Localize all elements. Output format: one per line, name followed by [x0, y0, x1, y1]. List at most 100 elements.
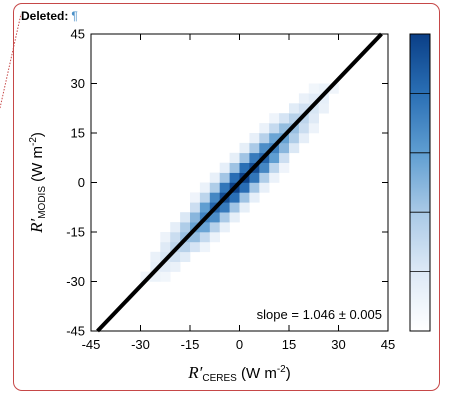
- heatmap-cell: [229, 172, 240, 183]
- y-tick-label: 45: [71, 27, 85, 42]
- x-tick-label: -15: [181, 337, 200, 352]
- heatmap-cell: [318, 83, 329, 94]
- heatmap-cell: [219, 172, 230, 183]
- heatmap-cell: [318, 93, 329, 104]
- deleted-annotation: Deleted: ¶: [21, 9, 78, 23]
- deleted-label: Deleted:: [21, 9, 69, 23]
- heatmap-cell: [199, 192, 211, 203]
- heatmap-cell: [239, 152, 250, 163]
- y-axis-symbol: R′: [27, 219, 46, 234]
- comment-balloon[interactable]: [13, 3, 440, 391]
- heatmap-cell: [219, 222, 230, 233]
- heatmap-cell: [239, 182, 250, 193]
- heatmap-cell: [219, 202, 230, 213]
- heatmap-cell: [199, 241, 211, 253]
- heatmap-cell: [160, 261, 171, 272]
- heatmap-cell: [209, 212, 220, 223]
- heatmap-cell: [170, 251, 181, 262]
- heatmap-cell: [170, 222, 181, 233]
- heatmap-cell: [209, 192, 220, 203]
- heatmap-cell: [199, 182, 211, 193]
- regression-line: [96, 32, 383, 333]
- axis-ticks: -45 -30 -15 0 15 30 45 -45 -30 -15 0 15 30 45: [66, 27, 395, 353]
- heatmap-cell: [180, 222, 191, 233]
- heatmap-cell: [318, 103, 329, 114]
- heatmap-cell: [140, 271, 151, 282]
- heatmap-cell: [279, 113, 290, 124]
- y-tick-label: -15: [66, 225, 85, 240]
- x-axis-label: R′CERES (W m-2): [187, 363, 290, 384]
- x-axis-subscript: CERES: [202, 373, 237, 384]
- heatmap-cell: [180, 212, 191, 223]
- y-tick-label: -30: [66, 274, 85, 289]
- heatmap-cell: [289, 142, 300, 154]
- x-tick-label: -30: [131, 337, 150, 352]
- heatmap-cell: [289, 103, 300, 114]
- x-tick-label: 0: [236, 337, 243, 352]
- heatmap-cell: [259, 123, 270, 134]
- heatmap-cell: [259, 182, 270, 193]
- heatmap-cell: [249, 172, 260, 183]
- heatmap-cell: [308, 83, 319, 94]
- heatmap-cell: [150, 271, 161, 282]
- heatmap-cell: [239, 192, 250, 203]
- heatmap-cell: [259, 162, 270, 173]
- heatmap-cell: [279, 123, 290, 134]
- heatmap-cell: [209, 232, 220, 243]
- heatmap-cell: [298, 103, 310, 114]
- heatmap-cell: [279, 152, 290, 163]
- heatmap-cell: [229, 202, 240, 213]
- heatmap-cell: [199, 202, 211, 213]
- heatmap-cell: [170, 261, 181, 272]
- slope-annotation: slope = 1.046 ± 0.005: [257, 307, 382, 322]
- colorbar: [409, 33, 431, 332]
- x-tick-label: 15: [282, 337, 296, 352]
- heatmap-cell: [308, 93, 319, 104]
- heatmap-cell: [229, 192, 240, 203]
- heatmap-cell: [259, 142, 270, 154]
- heatmap-cell: [298, 123, 310, 134]
- y-axis-label: R′MODIS (W m-2): [27, 132, 48, 234]
- heatmap-cell: [298, 93, 310, 104]
- heatmap-cell: [269, 172, 280, 183]
- heatmap-cell: [160, 232, 171, 243]
- heatmap-cell: [239, 162, 250, 173]
- heatmap-cell: [229, 162, 240, 173]
- heatmap-cell: [269, 162, 280, 173]
- x-axis-units: (W m: [237, 365, 277, 382]
- heatmap-cell: [298, 133, 310, 144]
- heatmap-cell: [160, 241, 171, 253]
- y-axis-units-close: ): [29, 132, 46, 137]
- heatmap-cell: [199, 222, 211, 233]
- heatmap-cell: [190, 192, 201, 203]
- heatmap-cell: [190, 241, 201, 253]
- y-axis-units-exp: -2: [28, 137, 39, 146]
- colorbar-dividers: [410, 93, 430, 273]
- heatmap-cell: [209, 222, 220, 233]
- heatmap-cell: [298, 113, 310, 124]
- y-tick-label: 0: [78, 175, 85, 190]
- heatmap-cell: [150, 251, 161, 262]
- heatmap-cell: [190, 232, 201, 243]
- heatmap-cell: [229, 212, 240, 223]
- x-axis-units-close: ): [286, 365, 291, 382]
- pilcrow-mark: ¶: [71, 9, 78, 23]
- heatmap-cell: [150, 261, 161, 272]
- heatmap-cell: [328, 83, 339, 94]
- heatmap-cell: [269, 152, 280, 163]
- heatmap-cell: [199, 232, 211, 243]
- y-axis-subscript: MODIS: [37, 186, 48, 219]
- heatmap-cell: [259, 133, 270, 144]
- y-tick-label: 15: [71, 126, 85, 141]
- heatmap-cell: [279, 162, 290, 173]
- heatmap-cell: [308, 123, 319, 134]
- heatmap-cell: [219, 162, 230, 173]
- y-tick-label: 30: [71, 76, 85, 91]
- heatmap-cell: [249, 152, 260, 163]
- heatmap-cell: [249, 182, 260, 193]
- heatmap-cell: [249, 192, 260, 203]
- heatmap-cell: [180, 241, 191, 253]
- heatmap-cell: [209, 172, 220, 183]
